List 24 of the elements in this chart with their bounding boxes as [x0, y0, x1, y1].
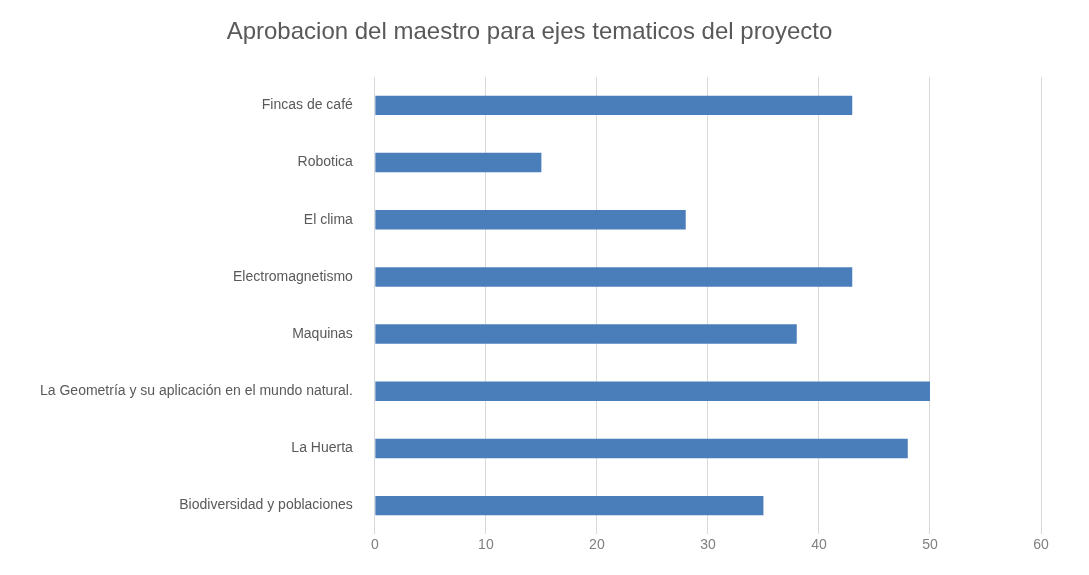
x-tick-label: 60 — [1033, 536, 1049, 553]
y-tick-label: Biodiversidad y poblaciones — [179, 496, 353, 513]
bar — [375, 95, 853, 116]
bar — [375, 381, 930, 401]
x-tick-label: 20 — [589, 536, 605, 553]
chart-title: Aprobacion del maestro para ejes tematicos del proyecto — [226, 17, 833, 45]
y-tick-label: Robotica — [297, 153, 354, 170]
x-tick-label: 40 — [811, 536, 827, 553]
y-tick-label: Maquinas — [292, 324, 353, 341]
bar — [375, 495, 764, 516]
x-tick-label: 50 — [922, 536, 938, 553]
bar — [375, 152, 542, 173]
x-tick-label: 10 — [478, 536, 494, 553]
bar — [375, 267, 853, 287]
bar — [375, 324, 797, 344]
y-tick-label: Fincas de café — [261, 96, 354, 113]
x-tick-label: 0 — [370, 536, 379, 553]
y-tick-label: El clima — [303, 210, 354, 227]
x-tick-label: 30 — [700, 536, 716, 553]
y-tick-label: Electromagnetismo — [233, 267, 354, 284]
y-tick-label: La Geometría y su aplicación en el mundo natural. — [39, 382, 353, 399]
y-tick-label: La Huerta — [291, 439, 354, 456]
bar — [375, 438, 908, 459]
bar — [375, 210, 686, 230]
